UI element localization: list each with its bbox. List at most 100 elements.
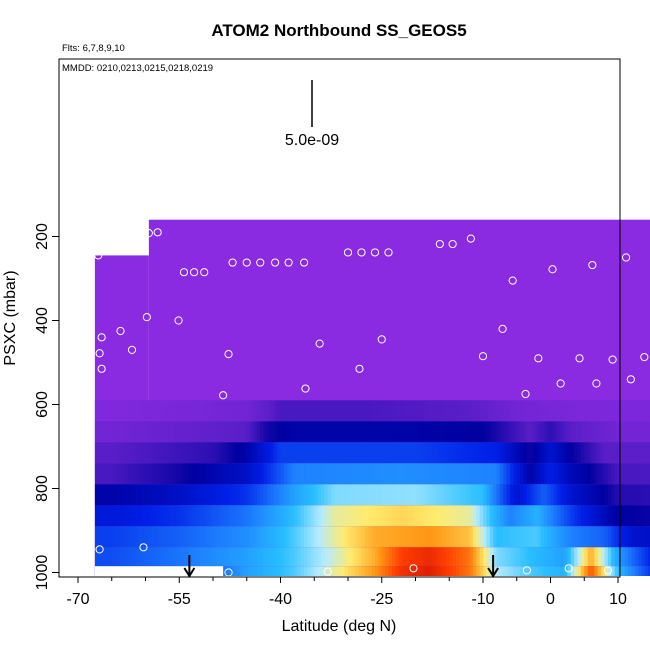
field-cell: [550, 505, 555, 527]
field-cell: [648, 566, 650, 576]
field-cell: [317, 505, 322, 527]
sample-point: [355, 364, 364, 373]
field-cell: [408, 400, 413, 422]
field-cell: [439, 463, 443, 485]
field-cell: [456, 526, 460, 548]
field-cell: [462, 400, 467, 422]
field-cell: [304, 463, 308, 485]
field-cell: [432, 547, 437, 567]
field-cell: [375, 463, 379, 485]
field-cell: [476, 442, 481, 464]
field-cell: [442, 526, 447, 548]
field-cell: [371, 400, 376, 422]
field-cell: [294, 547, 298, 567]
field-cell: [226, 566, 231, 576]
field-cell: [607, 400, 612, 422]
field-cell: [98, 484, 103, 506]
field-cell: [260, 400, 265, 422]
field-cell: [135, 484, 140, 506]
field-cell: [580, 484, 585, 506]
field-cell: [138, 526, 143, 548]
field-cell: [459, 442, 464, 464]
sample-point: [219, 391, 228, 400]
flights-label: Flts: 6,7,8,9,10: [62, 43, 125, 54]
field-cell: [263, 566, 268, 576]
field-cell: [169, 463, 173, 485]
field-cell: [243, 547, 248, 567]
field-cell: [243, 442, 248, 464]
field-cell: [334, 566, 339, 576]
field-cell: [280, 547, 285, 567]
field-cell: [277, 566, 281, 576]
field-cell: [412, 463, 416, 485]
field-cell: [462, 484, 467, 506]
field-cell: [456, 484, 460, 506]
field-cell: [388, 484, 393, 506]
field-cell: [118, 421, 123, 443]
field-cell: [591, 442, 595, 464]
field-cell: [459, 505, 464, 527]
field-cell: [645, 442, 649, 464]
field-cell: [317, 547, 322, 567]
field-cell: [472, 526, 477, 548]
field-cell: [192, 463, 197, 485]
field-cell: [530, 505, 535, 527]
field-cell: [469, 547, 474, 567]
field-cell: [466, 463, 470, 485]
field-cell: [641, 547, 646, 567]
field-cell: [398, 442, 403, 464]
chart-title: ATOM2 Northbound SS_GEOS5: [211, 21, 466, 40]
field-cell: [165, 463, 170, 485]
field-cell: [186, 463, 190, 485]
field-cell: [243, 484, 248, 506]
field-cell: [213, 484, 217, 506]
field-cell: [189, 547, 194, 567]
field-cell: [506, 463, 511, 485]
field-cell: [115, 484, 119, 506]
field-cell: [462, 547, 467, 567]
field-cell: [105, 505, 109, 527]
field-cell: [432, 421, 437, 443]
field-cell: [361, 442, 366, 464]
field-cell: [287, 463, 292, 485]
sample-point: [575, 354, 584, 363]
field-cell: [472, 400, 477, 422]
field-cell: [186, 400, 190, 422]
field-cell: [270, 421, 275, 443]
field-cell: [202, 526, 207, 548]
field-cell: [540, 421, 545, 443]
field-cell: [273, 442, 278, 464]
field-cell: [449, 442, 454, 464]
field-cell: [445, 505, 450, 527]
field-cell: [385, 400, 389, 422]
field-cell: [547, 400, 551, 422]
field-cell: [348, 505, 352, 527]
field-cell: [429, 421, 433, 443]
field-cell: [287, 566, 292, 576]
field-cell: [233, 463, 238, 485]
field-cell: [638, 442, 643, 464]
field-cell: [483, 421, 487, 443]
field-cell: [155, 400, 160, 422]
field-cell: [614, 547, 619, 567]
field-cell: [162, 400, 167, 422]
field-cell: [543, 505, 548, 527]
field-cell: [580, 442, 585, 464]
field-cell: [223, 505, 227, 527]
field-cell: [587, 566, 592, 576]
field-cell: [307, 526, 312, 548]
field-cell: [118, 547, 123, 567]
field-cell: [229, 421, 234, 443]
field-cell: [402, 421, 406, 443]
field-cell: [486, 484, 491, 506]
field-cell: [145, 400, 150, 422]
field-cell: [317, 442, 322, 464]
field-cell: [310, 547, 315, 567]
field-cell: [459, 526, 464, 548]
field-cell: [418, 526, 423, 548]
field-cell: [351, 421, 356, 443]
field-cell: [297, 547, 302, 567]
field-cell: [412, 400, 416, 422]
field-cell: [570, 442, 575, 464]
field-cell: [233, 547, 238, 567]
